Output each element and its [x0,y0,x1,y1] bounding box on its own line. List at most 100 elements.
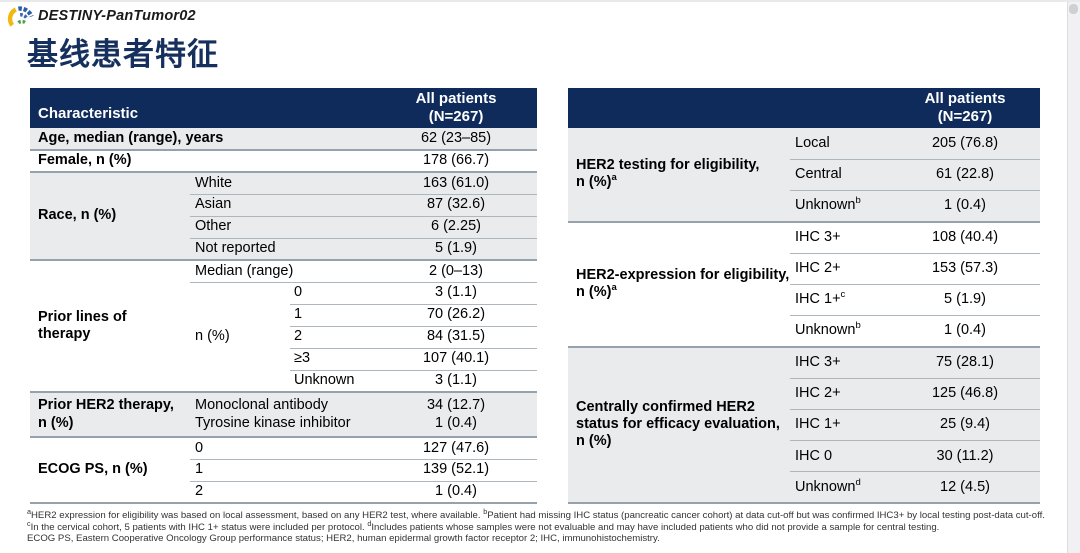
table-row: IHC 2+ 125 (46.8) [568,377,1040,410]
table-row: Not reported 5 (1.9) [30,237,538,260]
value-cell: 25 (9.4) [890,408,1040,441]
table-row: 1 139 (52.1) [30,458,538,481]
table-row: IHC 1+ 25 (9.4) [568,408,1040,441]
value-cell: 34 (12.7) 1 (0.4) [375,392,538,437]
sub-label: IHC 0 [790,439,890,472]
sub-label: 2 [190,480,376,503]
value-cell: 205 (76.8) [890,128,1040,160]
table-row: Unknownb 1 (0.4) [568,189,1040,222]
sub-sub-label: 2 [290,325,376,348]
sub-label: IHC 3+ [790,221,890,253]
table-row: Central 61 (22.8) [568,158,1040,191]
sub-label: Other [190,215,376,238]
footnote-line: aHER2 expression for eligibility was bas… [27,506,1045,521]
table-row: Female, n (%) 178 (66.7) [30,150,538,172]
sub-label: 1 [190,458,376,481]
page-title: 基线患者特征 [27,37,219,72]
sub-label: Central [790,158,890,191]
value-cell: 84 (31.5) [375,325,538,348]
footnote-marker: a [611,172,617,184]
sub-label: IHC 1+c [790,283,890,316]
footnote-marker: b [855,195,861,207]
characteristic-label: HER2 testing for eligibility, n (%)a [568,128,790,222]
value-cell: 75 (28.1) [890,346,1040,378]
patient-characteristics-table: Characteristic All patients (N=267) Age,… [30,88,538,504]
footnote-marker: a [611,282,617,294]
characteristic-label: Prior lines of therapy [30,260,190,392]
sub-sub-label: ≥3 [290,347,376,370]
sub-label: Unknownd [790,471,890,503]
table-row: 2 1 (0.4) [30,480,538,503]
value-cell: 3 (1.1) [375,281,538,304]
value-cell: 163 (61.0) [375,172,538,194]
footnote-marker: d [855,476,861,488]
value-cell: 108 (40.4) [890,221,1040,253]
sub-label: IHC 2+ [790,252,890,285]
value-cell: 178 (66.7) [375,150,538,172]
value-cell: 62 (23–85) [375,128,538,150]
table-row: n (%) 0 3 (1.1) [30,281,538,392]
her2-status-table: All patients (N=267) HER2 testing for el… [568,88,1040,504]
sub-label: Unknownb [790,189,890,222]
table-row: Unknownb 1 (0.4) [568,314,1040,347]
value-cell: 61 (22.8) [890,158,1040,191]
sub-sub-label: 1 [290,303,376,326]
value-cell: 5 (1.9) [375,237,538,260]
footnote-line: cIn the cervical cohort, 5 patients with… [27,518,940,533]
scrollbar-thumb[interactable] [1069,4,1078,14]
sub-label: Asian [190,193,376,216]
table-row: Unknown 3 (1.1) [30,369,538,392]
table-row: Centrally confirmed HER2 status for effi… [568,346,1040,503]
sub-label: IHC 2+ [790,377,890,410]
value-cell: 153 (57.3) [890,252,1040,285]
value-cell: 125 (46.8) [890,377,1040,410]
table-row: 2 84 (31.5) [30,325,538,348]
table-row: Prior lines of therapy Median (range) 2 … [30,260,538,392]
value-cell: 5 (1.9) [890,283,1040,316]
study-name: DESTINY-PanTumor02 [38,8,196,24]
sub-label: IHC 3+ [790,346,890,378]
value-cell: 6 (2.25) [375,215,538,238]
sub-label: n (%) [190,281,290,392]
characteristic-label: Centrally confirmed HER2 status for effi… [568,346,790,503]
table-row: Unknownd 12 (4.5) [568,471,1040,503]
value-cell: 87 (32.6) [375,193,538,216]
table-row: ≥3 107 (40.1) [30,347,538,370]
sub-label: Median (range) [190,260,376,282]
window-top-border [0,0,1080,2]
table-row: IHC 2+ 153 (57.3) [568,252,1040,285]
sub-label: Local [790,128,890,160]
characteristic-label: Race, n (%) [30,172,190,260]
footnotes: aHER2 expression for eligibility was bas… [27,506,1057,545]
sub-sub-label: 0 [290,281,376,304]
table-row: Asian 87 (32.6) [30,193,538,216]
value-cell: 1 (0.4) [890,314,1040,347]
characteristic-label: Female, n (%) [30,150,376,172]
table-header-row: All patients (N=267) [568,88,1040,128]
sub-label: 0 [190,437,376,459]
table-row: IHC 1+c 5 (1.9) [568,283,1040,316]
table-row: ECOG PS, n (%) 0 127 (47.6) [30,437,538,503]
sub-label: Monoclonal antibody Tyrosine kinase inhi… [190,392,376,437]
sub-sub-label: Unknown [290,369,376,392]
footnote-marker: c [840,289,846,301]
table-header-row: Characteristic All patients (N=267) [30,88,538,128]
footnote-line: ECOG PS, Eastern Cooperative Oncology Gr… [27,533,660,545]
table-row: IHC 0 30 (11.2) [568,439,1040,472]
value-cell: 127 (47.6) [375,437,538,459]
footnote-marker: b [855,320,861,332]
scrollbar-track[interactable] [1067,2,1080,553]
value-cell: 70 (26.2) [375,303,538,326]
value-cell: 30 (11.2) [890,439,1040,472]
characteristic-label: Age, median (range), years [30,128,376,150]
value-cell: 2 (0–13) [375,260,538,282]
sub-label: Unknownb [790,314,890,347]
characteristic-label: HER2-expression for eligibility, n (%)a [568,221,790,347]
all-patients-header: All patients (N=267) [890,88,1040,128]
value-cell: 1 (0.4) [375,480,538,503]
sub-label: White [190,172,376,194]
table-row: HER2 testing for eligibility, n (%)a Loc… [568,128,1040,222]
value-cell: 107 (40.1) [375,347,538,370]
sub-label: Not reported [190,237,376,260]
